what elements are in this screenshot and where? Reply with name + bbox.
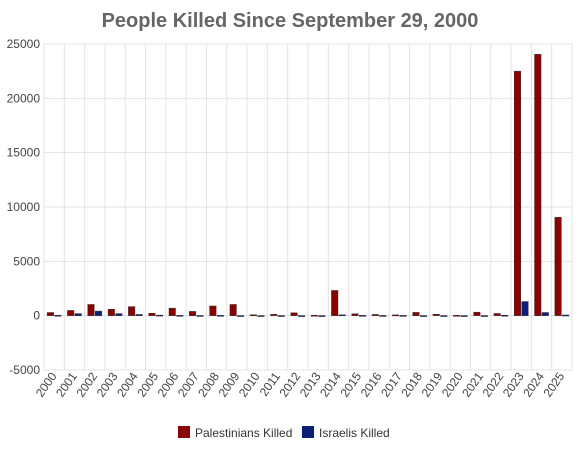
bar-israelis-2016[interactable] (379, 315, 387, 317)
y-tick-label: 10000 (7, 200, 41, 214)
x-tick-label: 2024 (520, 369, 547, 399)
x-tick-label: 2023 (500, 369, 527, 399)
x-tick-label: 2008 (195, 369, 222, 399)
x-tick-label: 2018 (398, 369, 425, 399)
bar-israelis-2010[interactable] (257, 315, 265, 317)
bar-palestinians-2007[interactable] (189, 311, 197, 316)
bar-palestinians-2001[interactable] (67, 310, 75, 316)
bar-israelis-2013[interactable] (318, 315, 326, 317)
bar-israelis-2002[interactable] (95, 310, 103, 316)
bar-palestinians-2017[interactable] (392, 314, 400, 317)
bar-palestinians-2020[interactable] (453, 315, 461, 317)
x-tick-label: 2010 (236, 369, 263, 399)
grid (43, 43, 573, 371)
bar-palestinians-2025[interactable] (554, 217, 562, 316)
bar-israelis-2021[interactable] (480, 315, 488, 317)
legend-label: Palestinians Killed (195, 426, 292, 440)
legend-swatch (178, 426, 190, 438)
x-tick-label: 2001 (53, 369, 80, 399)
bar-israelis-2003[interactable] (115, 313, 123, 316)
x-tick-label: 2014 (317, 369, 344, 399)
bar-israelis-2025[interactable] (562, 314, 570, 317)
legend-swatch (302, 426, 314, 438)
y-axis: -5000 0 5000 10000 15000 20000 25000 (7, 37, 41, 377)
y-tick-label: 20000 (7, 91, 41, 105)
bar-israelis-2009[interactable] (237, 315, 245, 317)
bar-palestinians-2015[interactable] (351, 313, 359, 316)
bar-palestinians-2009[interactable] (229, 304, 237, 316)
x-tick-label: 2007 (175, 369, 202, 399)
x-tick-label: 2005 (134, 369, 161, 399)
x-tick-label: 2015 (337, 369, 364, 399)
bar-israelis-2007[interactable] (196, 315, 204, 317)
x-tick-label: 2021 (459, 369, 486, 399)
x-tick-label: 2006 (155, 369, 182, 399)
bar-palestinians-2014[interactable] (331, 290, 339, 316)
bar-palestinians-2021[interactable] (473, 311, 481, 316)
bar-palestinians-2000[interactable] (46, 312, 54, 316)
bar-palestinians-2008[interactable] (209, 305, 217, 316)
bar-palestinians-2011[interactable] (270, 314, 278, 316)
y-tick-label: 15000 (7, 146, 41, 160)
bar-palestinians-2024[interactable] (534, 54, 542, 316)
bar-palestinians-2002[interactable] (87, 304, 95, 316)
x-tick-label: 2019 (419, 369, 446, 399)
bar-israelis-2020[interactable] (460, 315, 468, 317)
bar-palestinians-2005[interactable] (148, 313, 156, 316)
x-tick-label: 2022 (480, 369, 507, 399)
bar-israelis-2017[interactable] (399, 315, 407, 317)
legend[interactable]: Palestinians Killed Israelis Killed (178, 426, 390, 440)
bar-israelis-2019[interactable] (440, 315, 448, 317)
y-tick-label: -5000 (9, 363, 40, 377)
bar-palestinians-2018[interactable] (412, 312, 420, 316)
bar-palestinians-2003[interactable] (107, 309, 115, 316)
bar-israelis-2001[interactable] (74, 313, 82, 316)
bar-israelis-2024[interactable] (541, 312, 549, 316)
bar-palestinians-2019[interactable] (432, 314, 440, 316)
bar-israelis-2012[interactable] (298, 315, 306, 317)
bars (46, 54, 570, 317)
bar-israelis-2005[interactable] (155, 314, 163, 317)
x-tick-label: 2017 (378, 369, 405, 399)
x-tick-label: 2016 (358, 369, 385, 399)
bar-israelis-2011[interactable] (277, 315, 285, 317)
x-tick-label: 2020 (439, 369, 466, 399)
bar-palestinians-2012[interactable] (290, 312, 298, 316)
x-tick-label: 2002 (73, 369, 100, 399)
x-tick-label: 2012 (277, 369, 304, 399)
bar-israelis-2022[interactable] (501, 314, 509, 317)
y-tick-label: 0 (33, 309, 40, 323)
bar-israelis-2015[interactable] (359, 315, 367, 317)
x-tick-label: 2025 (541, 369, 568, 399)
bar-palestinians-2006[interactable] (168, 307, 176, 316)
bar-palestinians-2022[interactable] (493, 313, 501, 316)
chart-title: People Killed Since September 29, 2000 (102, 10, 479, 32)
x-axis: 2000200120022003200420052006200720082009… (33, 369, 568, 399)
y-tick-label: 5000 (13, 254, 40, 268)
x-tick-label: 2003 (94, 369, 121, 399)
bar-palestinians-2010[interactable] (249, 314, 257, 317)
bar-israelis-2000[interactable] (54, 314, 62, 317)
x-tick-label: 2013 (297, 369, 324, 399)
bar-palestinians-2013[interactable] (310, 314, 318, 317)
legend-label: Israelis Killed (319, 426, 390, 440)
bar-israelis-2018[interactable] (419, 315, 427, 317)
x-tick-label: 2004 (114, 369, 141, 399)
bar-palestinians-2016[interactable] (371, 314, 379, 316)
bar-israelis-2023[interactable] (521, 301, 529, 316)
bar-israelis-2006[interactable] (176, 315, 184, 317)
bar-palestinians-2004[interactable] (128, 306, 136, 316)
bar-israelis-2004[interactable] (135, 314, 143, 316)
bar-israelis-2008[interactable] (216, 315, 224, 317)
bar-israelis-2014[interactable] (338, 314, 346, 317)
bar-palestinians-2023[interactable] (513, 70, 521, 316)
legend-item-israelis[interactable]: Israelis Killed (302, 426, 390, 440)
y-tick-label: 25000 (7, 37, 41, 51)
legend-item-palestinians[interactable]: Palestinians Killed (178, 426, 292, 440)
x-tick-label: 2009 (216, 369, 243, 399)
